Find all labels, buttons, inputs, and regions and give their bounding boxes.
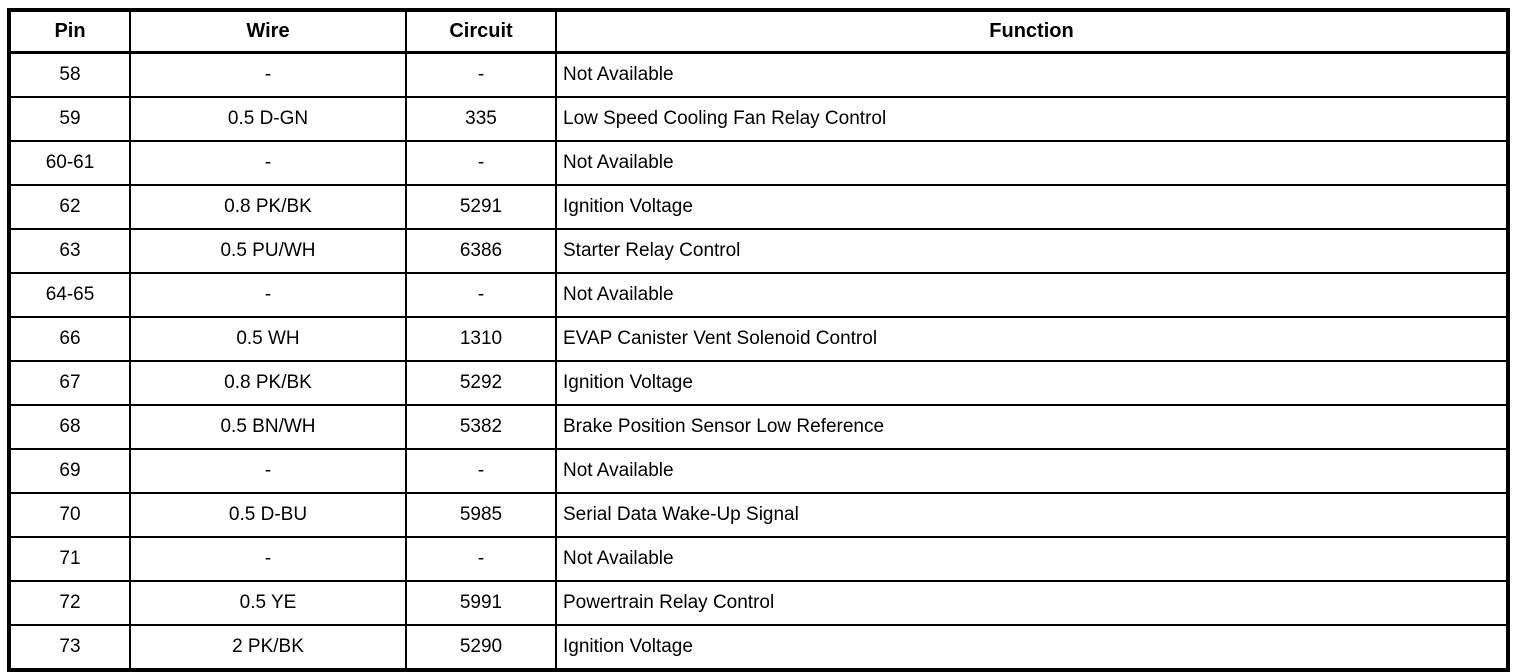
function-cell: Low Speed Cooling Fan Relay Control bbox=[555, 96, 1509, 142]
pin-cell: 59 bbox=[8, 96, 131, 142]
circuit-cell: 6386 bbox=[405, 228, 557, 274]
function-cell: Not Available bbox=[555, 51, 1509, 98]
wire-cell: - bbox=[129, 140, 407, 186]
table-row: 59 0.5 D-GN 335 Low Speed Cooling Fan Relay… bbox=[8, 96, 1509, 142]
pin-cell: 67 bbox=[8, 360, 131, 406]
wire-cell: 0.5 PU/WH bbox=[129, 228, 407, 274]
table-row: 68 0.5 BN/WH 5382 Brake Position Sensor Low… bbox=[8, 404, 1509, 450]
wire-cell: - bbox=[129, 536, 407, 582]
wire-cell: 0.5 D-BU bbox=[129, 492, 407, 538]
pin-cell: 60-61 bbox=[8, 140, 131, 186]
header-row: Pin Wire Circuit Function bbox=[8, 9, 1509, 54]
function-cell: Ignition Voltage bbox=[555, 360, 1509, 406]
circuit-cell: 5292 bbox=[405, 360, 557, 406]
circuit-cell: - bbox=[405, 51, 557, 98]
wire-cell: 0.8 PK/BK bbox=[129, 184, 407, 230]
circuit-cell: 5991 bbox=[405, 580, 557, 626]
wire-cell: 0.5 BN/WH bbox=[129, 404, 407, 450]
pin-cell: 69 bbox=[8, 448, 131, 494]
table-row: 63 0.5 PU/WH 6386 Starter Relay Control bbox=[8, 228, 1509, 274]
pin-cell: 64-65 bbox=[8, 272, 131, 318]
circuit-cell: - bbox=[405, 536, 557, 582]
wire-cell: 0.5 WH bbox=[129, 316, 407, 362]
column-header-wire: Wire bbox=[129, 9, 407, 54]
table-row: 69- - Not Available bbox=[8, 448, 1509, 494]
function-cell: Not Available bbox=[555, 272, 1509, 318]
pin-cell: 58 bbox=[8, 51, 131, 98]
wire-cell: - bbox=[129, 448, 407, 494]
table-row: 64-65- - Not Available bbox=[8, 272, 1509, 318]
table-row: 71- - Not Available bbox=[8, 536, 1509, 582]
column-header-function: Function bbox=[555, 9, 1509, 54]
circuit-cell: 5291 bbox=[405, 184, 557, 230]
column-header-pin: Pin bbox=[8, 9, 131, 54]
table-body: 58- - Not Available 59 0.5 D-GN 335 Low Speed … bbox=[8, 51, 1509, 671]
circuit-cell: - bbox=[405, 140, 557, 186]
table-row: 58- - Not Available bbox=[8, 51, 1509, 98]
table-row: 67 0.8 PK/BK 5292 Ignition Voltage bbox=[8, 360, 1509, 406]
table-header: Pin Wire Circuit Function bbox=[8, 9, 1509, 54]
circuit-cell: 5985 bbox=[405, 492, 557, 538]
column-header-circuit: Circuit bbox=[405, 9, 557, 54]
circuit-cell: 5382 bbox=[405, 404, 557, 450]
function-cell: Brake Position Sensor Low Reference bbox=[555, 404, 1509, 450]
function-cell: EVAP Canister Vent Solenoid Control bbox=[555, 316, 1509, 362]
function-cell: Not Available bbox=[555, 140, 1509, 186]
function-cell: Powertrain Relay Control bbox=[555, 580, 1509, 626]
function-cell: Starter Relay Control bbox=[555, 228, 1509, 274]
wire-cell: - bbox=[129, 272, 407, 318]
table-row: 62 0.8 PK/BK 5291 Ignition Voltage bbox=[8, 184, 1509, 230]
pin-cell: 72 bbox=[8, 580, 131, 626]
function-cell: Not Available bbox=[555, 536, 1509, 582]
wire-cell: 0.5 YE bbox=[129, 580, 407, 626]
function-cell: Ignition Voltage bbox=[555, 184, 1509, 230]
wire-cell: - bbox=[129, 51, 407, 98]
table-row: 70 0.5 D-BU 5985 Serial Data Wake-Up Signal bbox=[8, 492, 1509, 538]
circuit-cell: 1310 bbox=[405, 316, 557, 362]
circuit-cell: 335 bbox=[405, 96, 557, 142]
pin-cell: 68 bbox=[8, 404, 131, 450]
table-row: 66 0.5 WH 1310 EVAP Canister Vent Solenoid … bbox=[8, 316, 1509, 362]
wire-cell: 0.5 D-GN bbox=[129, 96, 407, 142]
pin-cell: 70 bbox=[8, 492, 131, 538]
circuit-cell: - bbox=[405, 448, 557, 494]
pin-cell: 62 bbox=[8, 184, 131, 230]
pin-cell: 63 bbox=[8, 228, 131, 274]
pin-cell: 66 bbox=[8, 316, 131, 362]
table-row: 72 0.5 YE 5991 Powertrain Relay Control bbox=[8, 580, 1509, 626]
connector-pinout-table: Pin Wire Circuit Function 58- - Not Availa… bbox=[7, 8, 1510, 672]
circuit-cell: - bbox=[405, 272, 557, 318]
page: { "table": { "columns": [ { "key": "pin"… bbox=[7, 8, 1510, 672]
function-cell: Not Available bbox=[555, 448, 1509, 494]
function-cell: Serial Data Wake-Up Signal bbox=[555, 492, 1509, 538]
wire-cell: 0.8 PK/BK bbox=[129, 360, 407, 406]
pin-cell: 71 bbox=[8, 536, 131, 582]
table-row: 60-61- - Not Available bbox=[8, 140, 1509, 186]
